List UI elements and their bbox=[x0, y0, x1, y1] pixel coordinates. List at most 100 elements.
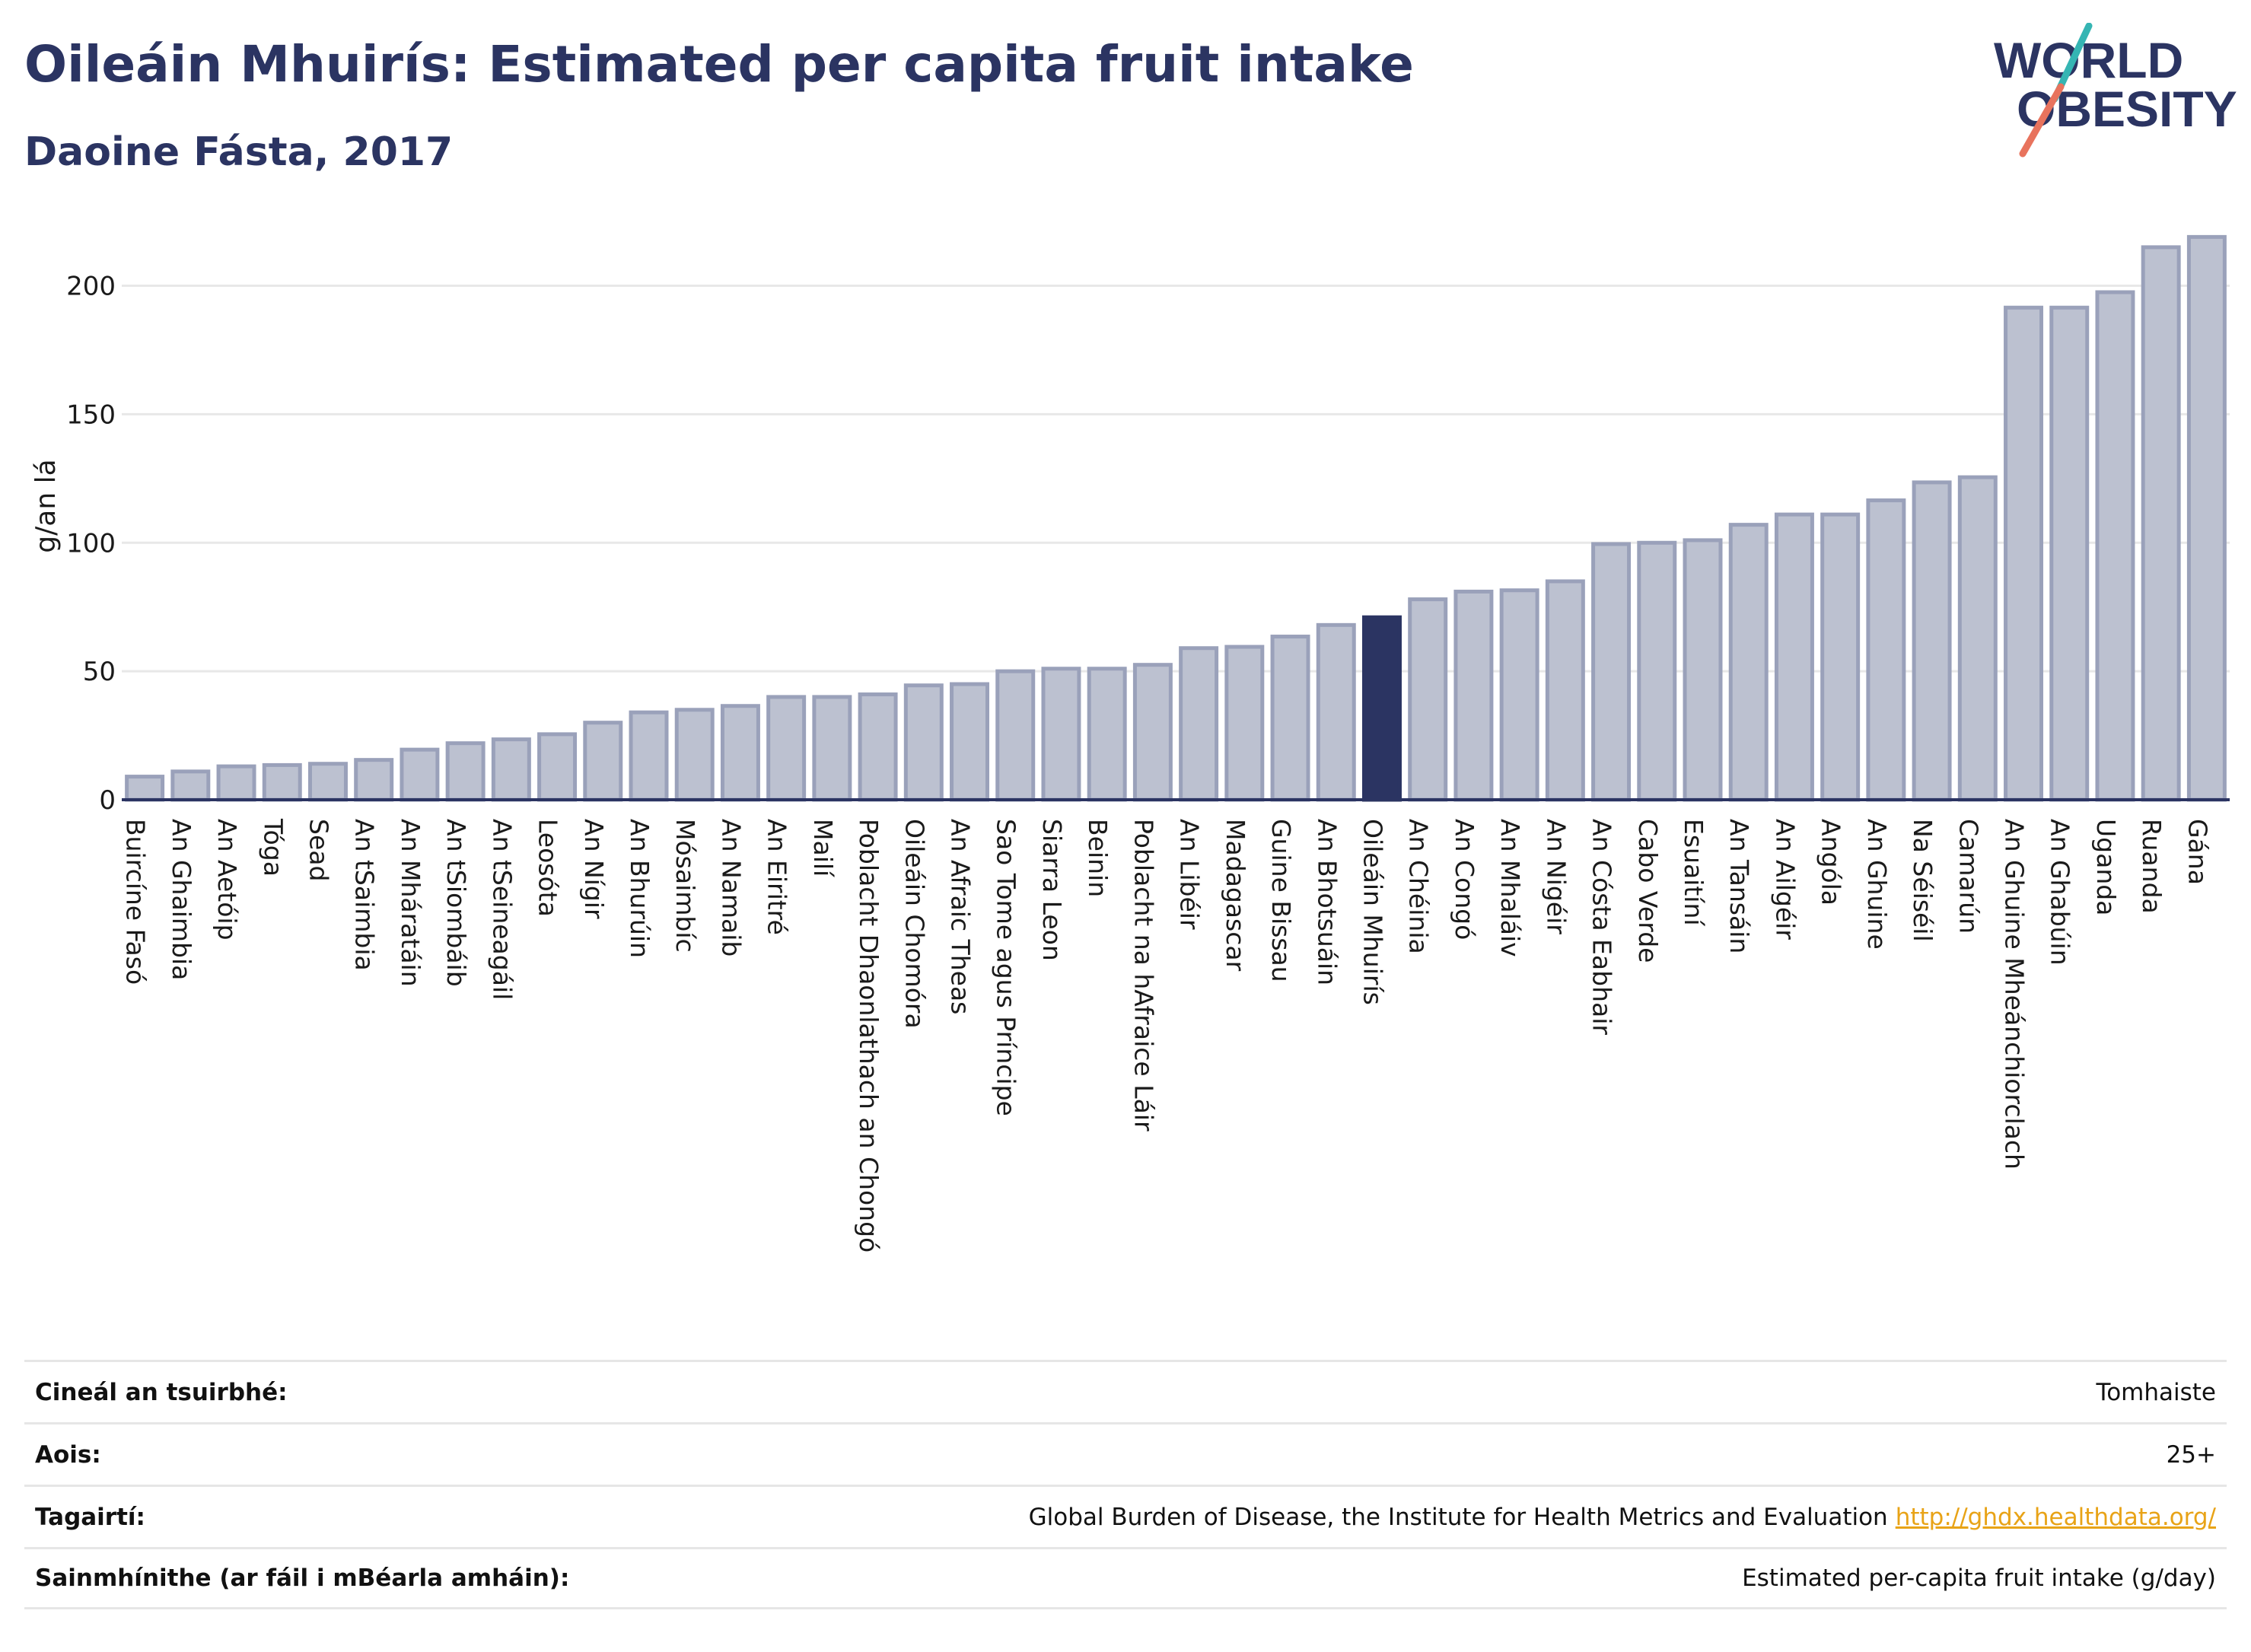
x-tick-label: An tSaimbia bbox=[350, 819, 380, 971]
x-tick-label: An Bhotsuáin bbox=[1312, 819, 1342, 985]
x-tick-label: Sead bbox=[304, 819, 333, 881]
bar[interactable] bbox=[1637, 540, 1677, 802]
logo-text-obesity: OBESITY bbox=[2017, 81, 2237, 137]
metadata-value-text: Estimated per-capita fruit intake (g/day… bbox=[1742, 1564, 2216, 1592]
bar[interactable] bbox=[1774, 512, 1814, 802]
bar[interactable] bbox=[995, 669, 1036, 802]
bar[interactable] bbox=[1957, 475, 1998, 802]
x-tick-label: An Ghuine bbox=[1862, 819, 1892, 950]
bar[interactable] bbox=[1728, 523, 1769, 802]
bar[interactable] bbox=[491, 737, 531, 802]
chart-title: Oileáin Mhuirís: Estimated per capita fr… bbox=[24, 35, 1414, 94]
metadata-label: Cineál an tsuirbhé: bbox=[35, 1378, 288, 1406]
bar[interactable] bbox=[1866, 498, 1906, 802]
bar[interactable] bbox=[1132, 663, 1173, 802]
x-tick-label: An Namaib bbox=[716, 819, 746, 957]
reference-link[interactable]: http://ghdx.healthdata.org/ bbox=[1895, 1503, 2216, 1531]
x-tick-label: Oileáin Mhuirís bbox=[1358, 819, 1387, 1005]
bar[interactable] bbox=[2095, 290, 2135, 802]
metadata-label: Tagairtí: bbox=[35, 1503, 145, 1531]
x-tick-label: Buircíne Fasó bbox=[121, 819, 151, 985]
bar[interactable] bbox=[766, 695, 807, 802]
x-tick-label: An tSiombáib bbox=[441, 819, 471, 987]
bar[interactable] bbox=[674, 708, 715, 802]
chart-subtitle: Daoine Fásta, 2017 bbox=[24, 129, 454, 175]
bar[interactable] bbox=[445, 741, 486, 802]
bar[interactable] bbox=[903, 683, 944, 802]
bar[interactable] bbox=[1041, 667, 1081, 802]
y-tick-label: 100 bbox=[66, 528, 116, 559]
bar[interactable] bbox=[583, 721, 623, 802]
x-tick-label: An Mháratáin bbox=[396, 819, 425, 987]
bar[interactable] bbox=[537, 732, 578, 802]
bar[interactable] bbox=[1820, 512, 1861, 802]
y-tick-label: 150 bbox=[66, 399, 116, 430]
x-tick-label: Tóga bbox=[258, 818, 288, 877]
x-tick-label: Sao Tome agus Príncipe bbox=[992, 819, 1021, 1116]
bar[interactable] bbox=[354, 758, 394, 802]
x-tick-label: An Tansáin bbox=[1724, 819, 1754, 953]
metadata-value: Global Burden of Disease, the Institute … bbox=[1029, 1504, 2216, 1531]
bar[interactable] bbox=[1179, 646, 1219, 802]
bar[interactable] bbox=[1453, 589, 1494, 802]
logo-text-world: WORLD bbox=[1994, 32, 2183, 88]
bars bbox=[122, 234, 2230, 802]
bar[interactable] bbox=[720, 704, 760, 802]
bar[interactable] bbox=[1087, 667, 1127, 802]
x-tick-label: An Eiritré bbox=[763, 819, 792, 935]
x-tick-label: Guine Bissau bbox=[1266, 819, 1296, 982]
x-tick-label: Siarra Leon bbox=[1037, 819, 1067, 961]
bar[interactable] bbox=[1683, 538, 1723, 802]
bar[interactable] bbox=[2004, 305, 2044, 802]
x-tick-label: Beinin bbox=[1083, 819, 1113, 897]
x-tick-label: Camarún bbox=[1953, 819, 1983, 934]
bar[interactable] bbox=[1270, 635, 1310, 802]
bar[interactable] bbox=[2141, 245, 2181, 802]
bar[interactable] bbox=[812, 695, 852, 802]
bar[interactable] bbox=[1408, 597, 1448, 802]
x-tick-label: Gána bbox=[2183, 819, 2212, 885]
x-tick-label: Madagascar bbox=[1221, 819, 1250, 972]
y-tick-label: 50 bbox=[83, 657, 116, 687]
x-tick-label: Angóla bbox=[1816, 819, 1846, 906]
x-tick-label: An Nigéir bbox=[1541, 819, 1571, 934]
bar[interactable] bbox=[950, 682, 990, 802]
bar[interactable] bbox=[1545, 579, 1585, 802]
bar[interactable] bbox=[858, 692, 898, 802]
x-axis-labels: Buircíne Fasó An Ghaimbia An Aetóip Tóga Sea… bbox=[121, 818, 2213, 1253]
bar[interactable] bbox=[1316, 622, 1356, 802]
bar[interactable] bbox=[307, 762, 348, 802]
x-tick-label: Mailí bbox=[808, 819, 838, 878]
x-tick-label: Uganda bbox=[2091, 819, 2121, 915]
metadata-table: Cineál an tsuirbhé: Tomhaiste Aois: 25+ Taga… bbox=[24, 1360, 2227, 1609]
x-tick-label: Cabo Verde bbox=[1633, 819, 1663, 963]
metadata-value: Tomhaiste bbox=[2097, 1379, 2216, 1406]
bar[interactable] bbox=[2049, 305, 2090, 802]
bar[interactable] bbox=[2186, 234, 2227, 802]
logo-slash-red bbox=[2019, 83, 2065, 158]
x-tick-label: Poblacht na hAfraice Láir bbox=[1129, 819, 1158, 1132]
bar[interactable] bbox=[1361, 615, 1402, 802]
bar[interactable] bbox=[1591, 542, 1632, 802]
bar[interactable] bbox=[400, 747, 440, 802]
bar[interactable] bbox=[1499, 588, 1539, 802]
y-axis-label: g/an lá bbox=[30, 459, 62, 552]
x-tick-label: Leosóta bbox=[533, 819, 563, 917]
y-axis: 0 50 100 150 200 bbox=[66, 272, 116, 816]
bar[interactable] bbox=[629, 710, 669, 802]
x-tick-label: An Afraic Theas bbox=[946, 819, 976, 1014]
x-tick-label: Na Séiséil bbox=[1908, 819, 1937, 942]
metadata-value: 25+ bbox=[2167, 1441, 2216, 1469]
bar[interactable] bbox=[262, 762, 302, 802]
bar[interactable] bbox=[170, 769, 211, 802]
bar[interactable] bbox=[1224, 645, 1265, 802]
world-obesity-logo: WORLD OBESITY bbox=[1994, 23, 2237, 158]
x-tick-label: An Mhaláiv bbox=[1495, 819, 1525, 957]
metadata-label: Aois: bbox=[35, 1440, 101, 1469]
bar[interactable] bbox=[216, 764, 256, 802]
bar[interactable] bbox=[1912, 480, 1952, 802]
x-tick-label: An Chéinia bbox=[1404, 819, 1434, 954]
metadata-row: Aois: 25+ bbox=[24, 1422, 2227, 1485]
metadata-row: Cineál an tsuirbhé: Tomhaiste bbox=[24, 1360, 2227, 1422]
bar[interactable] bbox=[125, 775, 165, 802]
